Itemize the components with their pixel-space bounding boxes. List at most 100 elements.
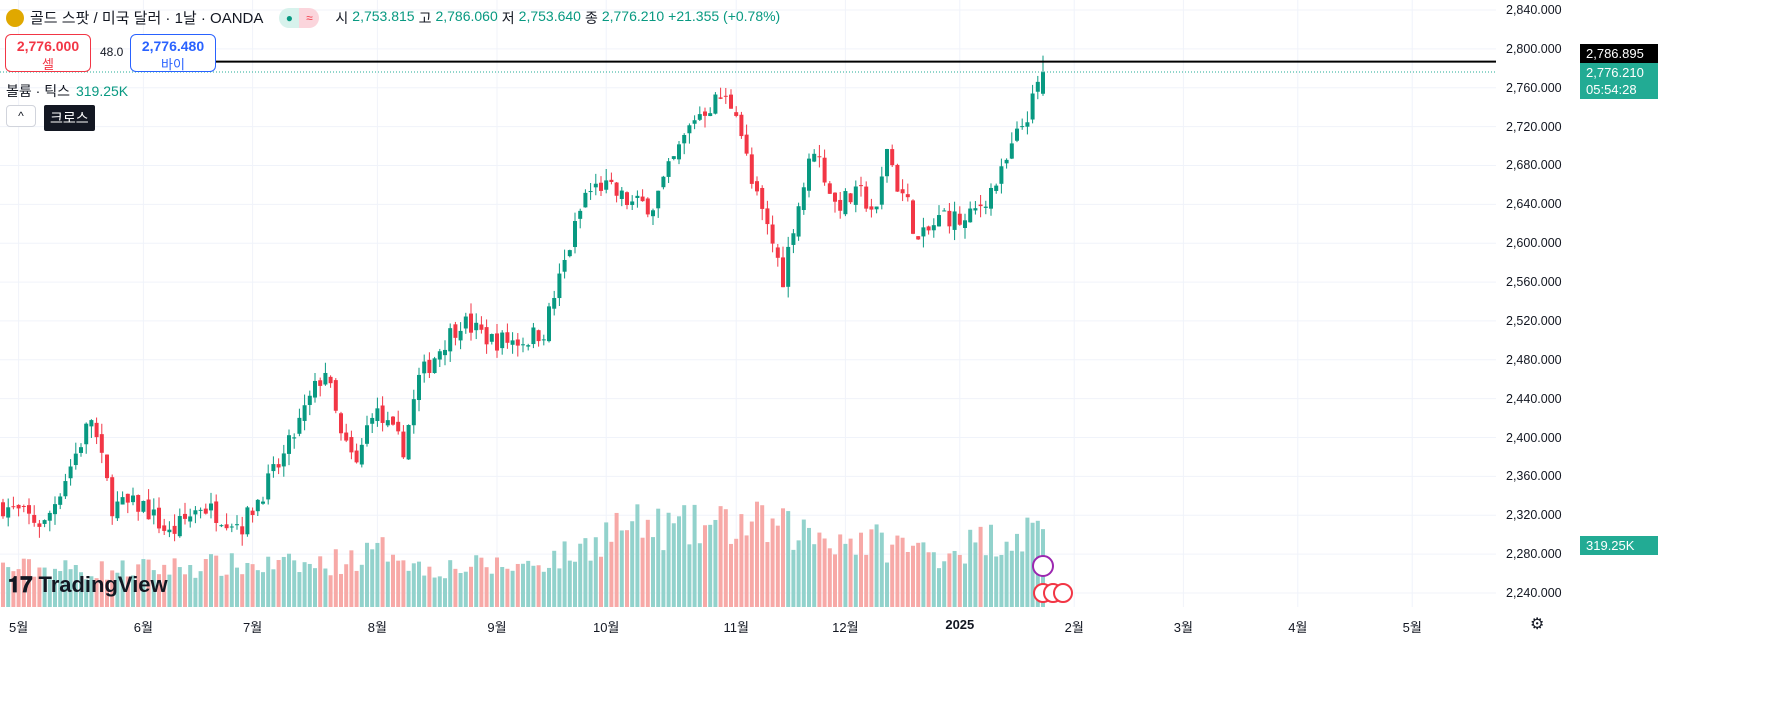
candle-body [885, 149, 889, 177]
candle-body [588, 191, 593, 193]
volume-bar [926, 552, 931, 607]
candle-body [224, 524, 229, 529]
tradingview-logo[interactable]: 𝟏𝟕 TradingView [8, 572, 168, 598]
tv-logo-icon: 𝟏𝟕 [8, 572, 33, 597]
volume-bar [370, 549, 375, 607]
candle-body [983, 206, 988, 208]
candle-body [115, 501, 120, 519]
candle-body [801, 187, 806, 211]
candle-body [328, 376, 333, 384]
buy-button[interactable]: 2,776.480 바이 [130, 34, 216, 72]
volume-bar [661, 550, 666, 607]
candle-body [437, 351, 442, 360]
candle-body [770, 224, 775, 244]
candle-body [136, 495, 141, 512]
volume-bar [578, 543, 583, 607]
candle-body [417, 374, 421, 401]
volume-bar [313, 568, 317, 607]
candle-body [921, 227, 926, 237]
candle-body [500, 332, 505, 349]
volume-bar [541, 571, 546, 607]
volume-bar [895, 535, 900, 607]
volume-bar [495, 557, 499, 607]
price-axis[interactable]: 2,240.000 2,280.000 2,320.000 2,360.000 2,40… [1496, 0, 1666, 607]
lightning-event-icon [1032, 555, 1054, 577]
volume-bar [183, 574, 187, 607]
close-value: 2,776.210 [601, 7, 665, 24]
volume-bar [1015, 533, 1019, 607]
candle-body [16, 504, 21, 509]
candle-body [900, 189, 905, 194]
volume-bar [406, 570, 411, 607]
candle-body [708, 113, 713, 117]
candle-body [677, 144, 681, 160]
candle-body [172, 525, 177, 534]
volume-bar [531, 565, 536, 607]
volume-bar [952, 550, 957, 607]
volume-bar [53, 568, 57, 607]
symbol-title[interactable]: 골드 스팟 / 미국 달러 · 1날 · OANDA [30, 10, 264, 27]
candle-body [562, 259, 567, 272]
candle-body [1025, 122, 1030, 127]
candle-body [349, 437, 354, 453]
volume-bar [484, 567, 489, 607]
volume-bar [167, 574, 172, 607]
price-chart[interactable] [0, 0, 1496, 607]
volume-bar [775, 525, 780, 607]
volume-bar [89, 576, 94, 607]
candle-body [911, 200, 915, 234]
volume-bar [365, 542, 369, 607]
volume-bar [770, 518, 775, 607]
candle-body [557, 273, 562, 299]
volume-bar [703, 525, 707, 607]
candle-body [1035, 81, 1040, 92]
volume-bar [469, 566, 473, 607]
collapse-button[interactable]: ^ [6, 105, 36, 127]
candle-body [120, 497, 125, 505]
volume-bar [807, 527, 811, 607]
candle-body [718, 97, 723, 99]
sell-button[interactable]: 2,776.000 셀 [5, 34, 91, 72]
time-axis[interactable]: 5월 6월 7월 8월 9월 10월 11월 12월 2025 2월 3월 4월 5월 [0, 607, 1496, 640]
volume-bar [203, 559, 208, 607]
market-status[interactable]: ● ≈ [279, 7, 320, 28]
volume-bar [562, 541, 567, 607]
y-tick-label: 2,760.000 [1506, 80, 1562, 95]
candle-body [391, 416, 395, 425]
volume-bar [885, 562, 889, 607]
candle-body [848, 193, 853, 203]
volume-bar [443, 578, 447, 607]
volume-bar [177, 567, 182, 607]
logo-text: TradingView [38, 572, 168, 597]
x-tick-label: 9월 [487, 620, 507, 635]
volume-bar [583, 538, 588, 607]
candle-body [687, 125, 692, 134]
candle-body [968, 208, 973, 223]
candle-body [266, 473, 271, 500]
candle-body [978, 204, 983, 207]
volume-bar [739, 514, 744, 607]
candle-body [599, 182, 603, 191]
candle-body [99, 434, 104, 453]
candle-body [552, 297, 557, 309]
candle-body [614, 182, 619, 196]
volume-bar [432, 577, 437, 607]
candle-body [973, 208, 978, 211]
candle-body [838, 199, 843, 211]
candle-body [729, 94, 733, 109]
y-tick-label: 2,280.000 [1506, 547, 1562, 562]
volume-bar [68, 569, 73, 607]
volume-bar [229, 553, 234, 607]
volume-legend[interactable]: 볼륨 · 틱스 319.25K [6, 81, 128, 101]
volume-bar [250, 564, 255, 607]
volume-bar [786, 511, 791, 607]
candle-body [739, 114, 744, 137]
volume-bar [396, 560, 401, 607]
candle-body [989, 187, 993, 209]
high-value: 2,786.060 [435, 7, 498, 24]
candle-body [89, 420, 94, 427]
candle-body [318, 380, 323, 386]
settings-icon[interactable]: ⚙ [1530, 616, 1545, 633]
volume-bar [115, 572, 120, 607]
volume-bar [37, 567, 42, 607]
